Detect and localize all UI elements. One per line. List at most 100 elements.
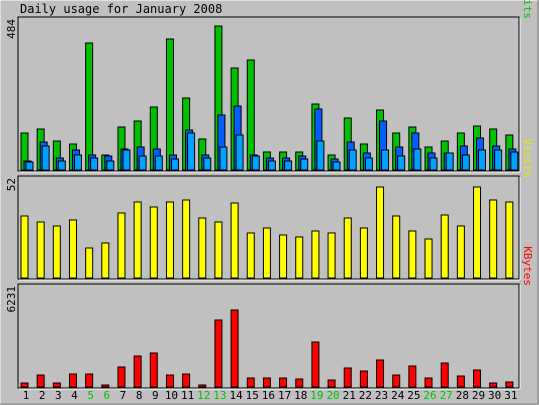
bar-pages-day-1 — [25, 161, 34, 171]
bar-kbytes-day-23 — [376, 359, 385, 388]
bar-pages-day-7 — [122, 149, 131, 171]
x-tick-label: 3 — [55, 389, 62, 402]
bar-pages-day-23 — [381, 149, 390, 171]
x-tick-label: 30 — [488, 389, 501, 402]
bar-pages-day-27 — [445, 152, 454, 171]
x-tick-label: 5 — [87, 389, 94, 402]
bar-pages-day-3 — [57, 160, 66, 171]
bar-pages-day-31 — [510, 151, 519, 171]
x-tick-label: 20 — [326, 389, 339, 402]
plot-frame — [17, 283, 520, 389]
bar-hits-day-15 — [246, 59, 255, 171]
bar-kbytes-day-2 — [36, 374, 45, 388]
bar-kbytes-day-27 — [440, 362, 449, 388]
bar-kbytes-day-30 — [489, 382, 498, 388]
chart-panels: 484 Pages/Files/Hits 52 Visits 6231 KBytes — [5, 0, 534, 390]
bar-pages-day-28 — [461, 154, 470, 171]
bar-visits-day-12 — [198, 217, 207, 279]
y-label-part: KBytes — [521, 246, 534, 286]
bar-visits-day-10 — [165, 201, 174, 279]
x-tick-label: 18 — [294, 389, 307, 402]
bar-visits-day-17 — [279, 234, 288, 279]
bar-pages-day-26 — [429, 157, 438, 171]
plot-frame — [17, 16, 520, 172]
x-tick-label: 13 — [213, 389, 226, 402]
y-max-label: 6231 — [5, 286, 18, 313]
series-kbytes — [20, 309, 514, 388]
bar-pages-day-20 — [332, 161, 341, 171]
bar-visits-day-4 — [68, 219, 77, 279]
bar-kbytes-day-11 — [182, 373, 191, 388]
bar-pages-day-30 — [494, 149, 503, 171]
series-visits — [20, 186, 514, 279]
bar-visits-day-31 — [505, 201, 514, 279]
x-axis-tick-labels: 1 2 3 4 5 6 7 8 9 10 11 12 13 14 15 16 17 18 19 20 21 22 23 24 2… — [23, 389, 518, 402]
bar-kbytes-day-1 — [20, 382, 29, 388]
x-tick-label: 1 — [23, 389, 30, 402]
x-tick-label: 16 — [262, 389, 275, 402]
bar-kbytes-day-20 — [327, 379, 336, 388]
bar-visits-day-16 — [262, 227, 271, 279]
bar-kbytes-day-4 — [68, 373, 77, 388]
panel-hits-files-pages: 484 Pages/Files/Hits — [5, 0, 534, 173]
series-pages — [25, 132, 519, 171]
bar-kbytes-day-10 — [165, 374, 174, 388]
x-tick-label: 12 — [197, 389, 210, 402]
x-tick-label: 23 — [375, 389, 388, 402]
bar-pages-day-13 — [219, 146, 228, 171]
x-tick-label: 29 — [472, 389, 485, 402]
bar-visits-day-21 — [343, 217, 352, 279]
bar-kbytes-day-13 — [214, 319, 223, 388]
bar-kbytes-day-9 — [149, 352, 158, 388]
bar-pages-day-17 — [284, 160, 293, 171]
bar-hits-day-10 — [165, 38, 174, 171]
bar-visits-day-2 — [36, 221, 45, 279]
bar-visits-day-3 — [52, 225, 61, 279]
chart-title: Daily usage for January 2008 — [20, 2, 222, 16]
bar-visits-day-30 — [489, 199, 498, 279]
x-tick-label: 10 — [165, 389, 178, 402]
bar-kbytes-day-8 — [133, 355, 142, 388]
bar-visits-day-29 — [473, 186, 482, 279]
x-tick-label: 11 — [181, 389, 194, 402]
x-tick-label: 19 — [310, 389, 323, 402]
x-tick-label: 6 — [103, 389, 110, 402]
bar-visits-day-6 — [101, 242, 110, 279]
bar-kbytes-day-18 — [295, 378, 304, 388]
bar-kbytes-day-12 — [198, 384, 207, 388]
bar-visits-day-23 — [376, 186, 385, 279]
bar-visits-day-22 — [359, 227, 368, 279]
bar-pages-day-4 — [73, 154, 82, 171]
bar-visits-day-11 — [182, 199, 191, 279]
bar-pages-day-8 — [138, 155, 147, 171]
panel-kbytes: 6231 KBytes — [5, 246, 534, 390]
y-label-part: Visits — [521, 138, 534, 178]
x-tick-label: 15 — [246, 389, 259, 402]
bar-pages-day-15 — [251, 155, 260, 171]
bar-kbytes-day-19 — [311, 341, 320, 388]
bar-kbytes-day-14 — [230, 309, 239, 388]
y-axis-label: KBytes — [521, 246, 534, 286]
bar-kbytes-day-16 — [262, 377, 271, 388]
bar-kbytes-day-28 — [456, 375, 465, 388]
x-tick-label: 4 — [71, 389, 78, 402]
bar-pages-day-18 — [300, 158, 309, 171]
x-tick-label: 17 — [278, 389, 291, 402]
bar-visits-day-13 — [214, 221, 223, 279]
bar-pages-day-21 — [348, 149, 357, 171]
bar-pages-day-9 — [154, 155, 163, 171]
y-axis-label: Pages/Files/Hits — [521, 0, 534, 19]
x-tick-label: 9 — [152, 389, 159, 402]
bar-pages-day-16 — [267, 160, 276, 171]
bar-kbytes-day-24 — [392, 374, 401, 388]
x-tick-label: 28 — [456, 389, 469, 402]
bar-visits-day-18 — [295, 236, 304, 279]
bar-pages-day-29 — [478, 149, 487, 171]
bar-kbytes-day-3 — [52, 382, 61, 388]
y-axis-label: Visits — [521, 138, 534, 178]
bar-pages-day-25 — [413, 148, 422, 171]
x-tick-label: 31 — [504, 389, 517, 402]
bar-kbytes-day-15 — [246, 377, 255, 388]
bar-kbytes-day-5 — [85, 373, 94, 388]
